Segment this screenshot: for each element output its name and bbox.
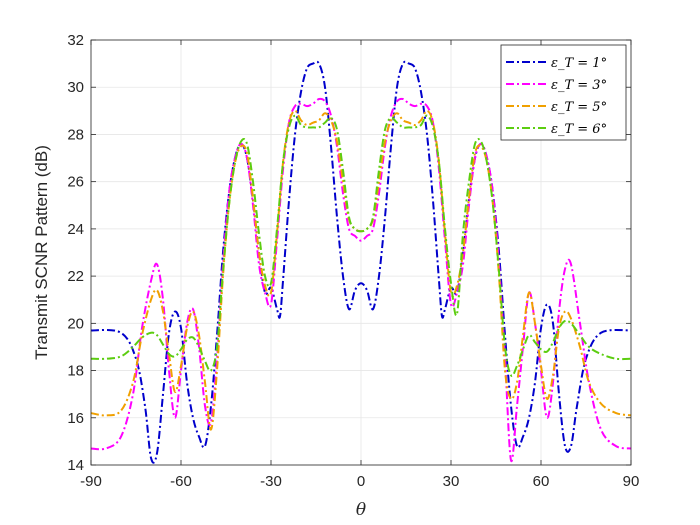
- legend-label: ε_T = 5°: [551, 100, 607, 115]
- y-axis-label: Transmit SCNR Pattern (dB): [32, 145, 51, 360]
- axis-ticks: [90, 39, 632, 466]
- x-tick-label: 30: [443, 473, 460, 490]
- x-tick-label: -90: [80, 473, 102, 490]
- y-tick-label: 20: [67, 315, 84, 332]
- series-line-2: [90, 97, 632, 463]
- x-axis-label: θ: [356, 500, 366, 520]
- x-tick-label: 0: [357, 473, 365, 490]
- series-line-4: [90, 114, 632, 377]
- legend-label: ε_T = 6°: [551, 122, 607, 137]
- tick-labels: -90 -60 -30 0 30 60 90 14 16 18 20 22 24 26 28 30 32: [67, 32, 639, 490]
- series-lines: [90, 60, 632, 464]
- y-tick-label: 14: [67, 457, 84, 474]
- legend-label: ε_T = 3°: [551, 78, 607, 93]
- y-tick-label: 22: [67, 268, 84, 285]
- y-tick-label: 28: [67, 126, 84, 143]
- legend-label: ε_T = 1°: [551, 56, 607, 71]
- series-line-1: [90, 60, 632, 464]
- legend-box: [500, 44, 627, 141]
- y-tick-label: 18: [67, 363, 84, 380]
- y-tick-label: 32: [67, 32, 84, 49]
- y-tick-label: 16: [67, 410, 84, 427]
- legend: ε_T = 1° ε_T = 3° ε_T = 5° ε_T = 6°: [500, 44, 627, 141]
- x-tick-label: -60: [170, 473, 192, 490]
- y-tick-label: 24: [67, 221, 84, 238]
- y-tick-label: 30: [67, 79, 84, 96]
- x-tick-label: -30: [260, 473, 282, 490]
- x-tick-label: 90: [623, 473, 640, 490]
- y-tick-label: 26: [67, 174, 84, 191]
- x-tick-label: 60: [533, 473, 550, 490]
